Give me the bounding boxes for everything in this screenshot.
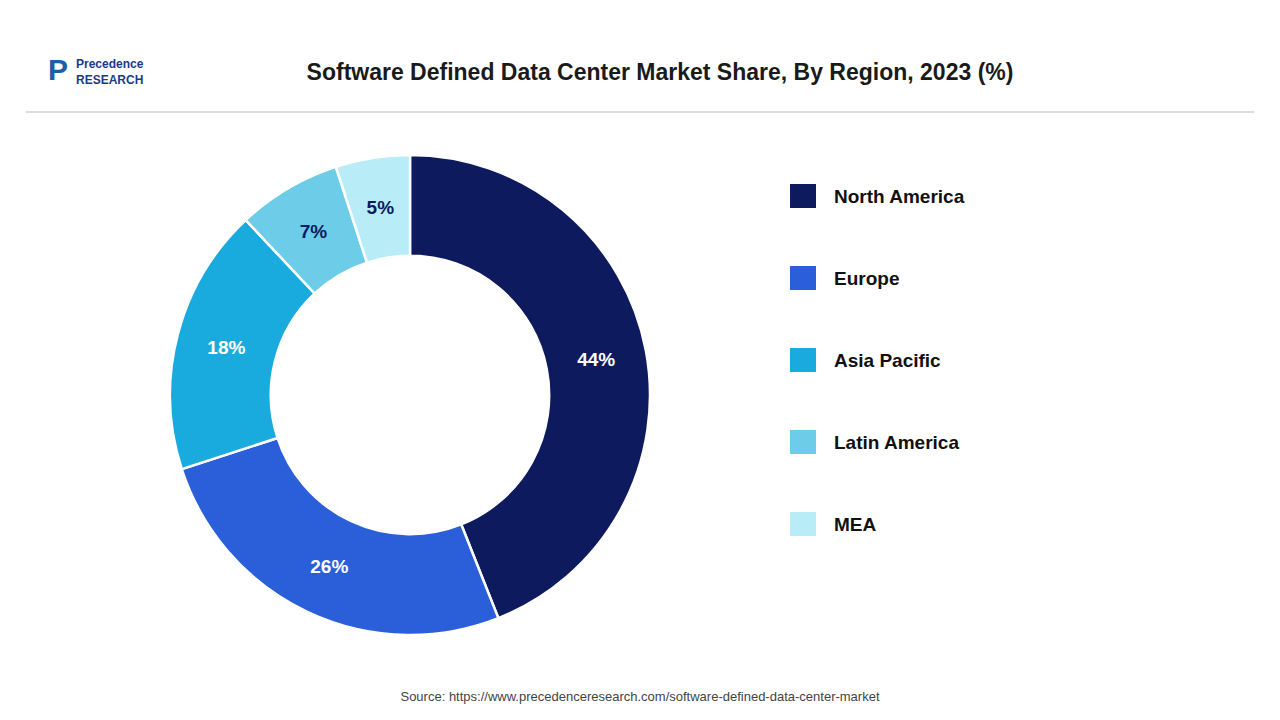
legend-swatch xyxy=(790,266,816,290)
data-label: 44% xyxy=(577,349,615,370)
legend-swatch xyxy=(790,512,816,536)
legend-swatch xyxy=(790,184,816,208)
legend-swatch xyxy=(790,348,816,372)
legend-swatch xyxy=(790,430,816,454)
chart-title: Software Defined Data Center Market Shar… xyxy=(307,59,1014,85)
donut-slice xyxy=(336,155,410,263)
donut xyxy=(170,155,650,635)
chart-container: P Precedence RESEARCH Software Defined Data… xyxy=(0,0,1280,720)
donut-slice xyxy=(182,438,499,635)
legend: North America Europe Asia Pacific Latin Ame… xyxy=(790,184,965,536)
background xyxy=(0,0,1280,720)
data-label: 18% xyxy=(207,337,245,358)
logo-text-line: Precedence xyxy=(76,57,144,71)
legend-label: Europe xyxy=(834,268,899,289)
logo-text-line: RESEARCH xyxy=(76,73,143,87)
data-label: 7% xyxy=(300,221,328,242)
source-note: Source: https://www.precedenceresearch.c… xyxy=(400,689,879,704)
legend-label: MEA xyxy=(834,514,877,535)
legend-label: Asia Pacific xyxy=(834,350,941,371)
logo-text: Precedence RESEARCH xyxy=(76,57,144,87)
header-separator xyxy=(26,112,1254,113)
logo-icon: P xyxy=(48,53,68,86)
legend-label: Latin America xyxy=(834,432,959,453)
data-label: 26% xyxy=(310,556,348,577)
data-label: 5% xyxy=(367,197,395,218)
legend-label: North America xyxy=(834,186,965,207)
chart-svg: P Precedence RESEARCH Software Defined Data… xyxy=(0,0,1280,720)
data-labels: 44% 26% 18% 7% 5% xyxy=(207,197,615,577)
